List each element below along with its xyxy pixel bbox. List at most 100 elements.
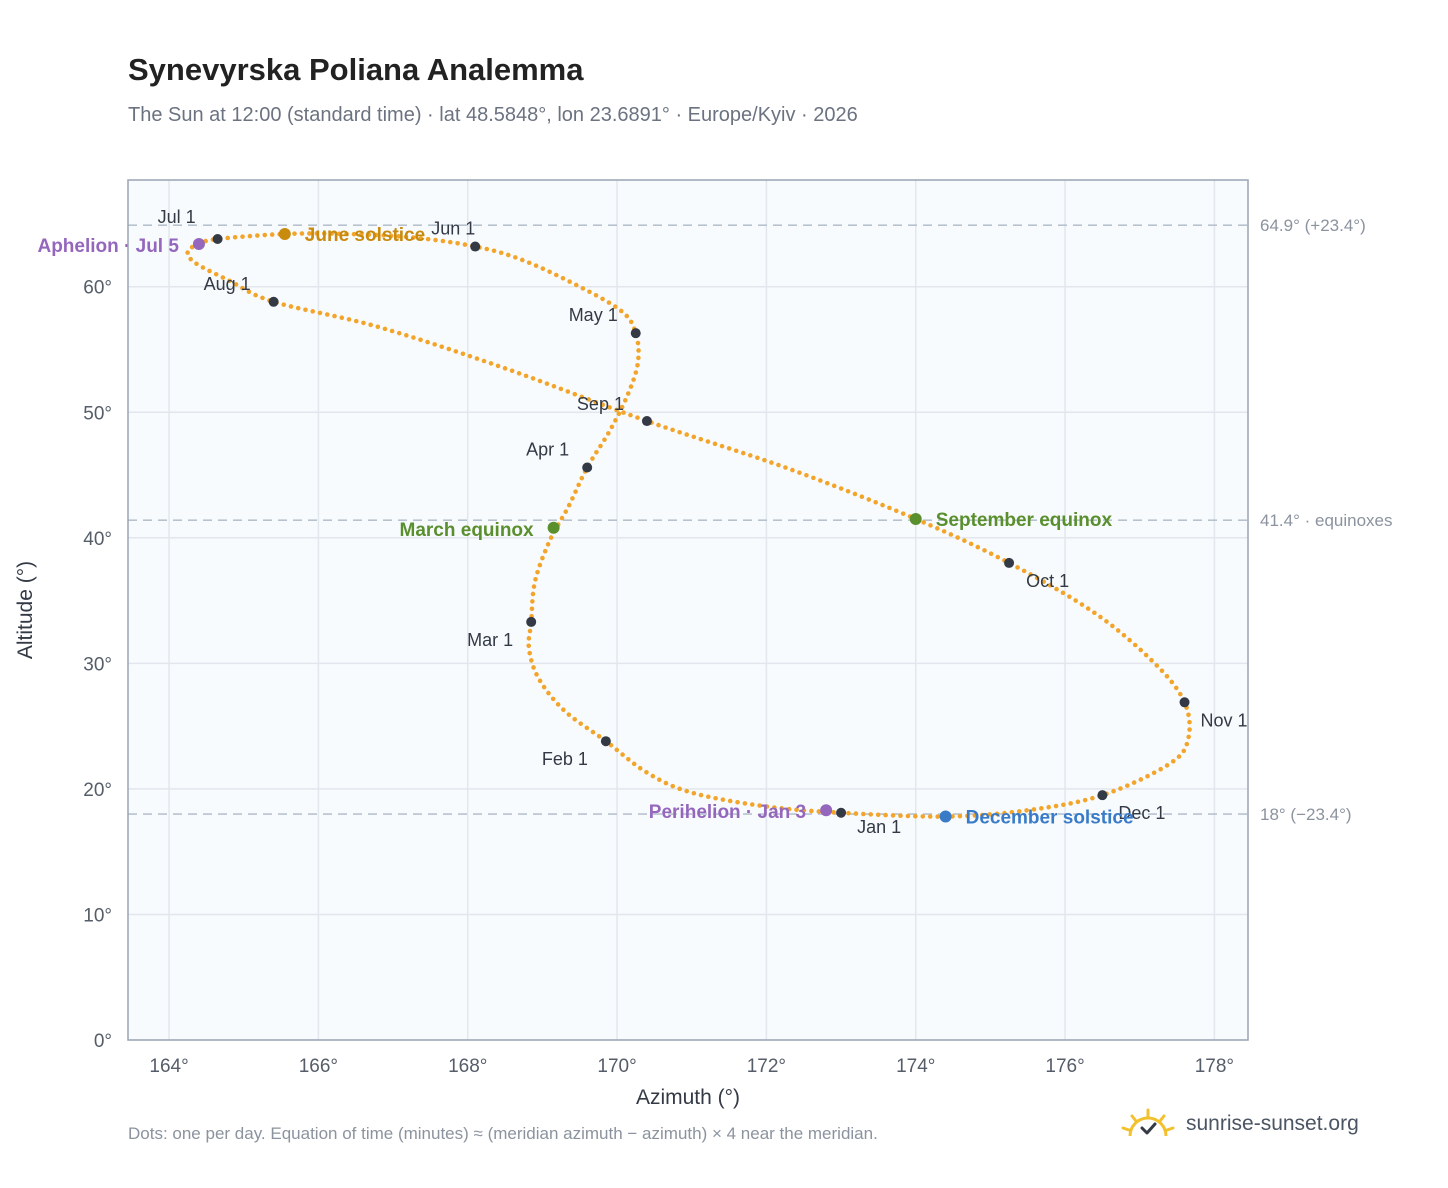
analemma-day-dot [898,813,903,819]
analemma-day-dot [670,427,675,433]
chart-subtitle: The Sun at 12:00 (standard time) · lat 4… [128,104,858,126]
analemma-day-dot [526,636,532,641]
analemma-day-dot [590,456,595,461]
analemma-day-dot [594,449,599,455]
month-marker [470,241,481,252]
analemma-day-dot [240,234,245,239]
analemma-day-dot [618,308,624,314]
event-marker [820,804,833,817]
analemma-day-dot [537,378,543,384]
analemma-day-dot [1041,579,1046,584]
analemma-day-dot [520,257,525,263]
analemma-day-dot [590,729,596,735]
analemma-day-dot [1164,763,1170,768]
analemma-day-dot [314,231,320,236]
analemma-day-dot [1009,809,1015,815]
analemma-day-dot [1082,797,1088,803]
analemma-day-dot [233,282,239,287]
analemma-day-dot [600,402,605,408]
analemma-day-dot [824,480,830,486]
analemma-day-dot [396,330,402,336]
analemma-day-dot [1184,741,1190,747]
plot-area [128,180,1248,1040]
month-marker-label: Nov 1 [1201,710,1248,730]
analemma-day-dot [955,535,960,540]
analemma-day-dot [1090,795,1095,801]
analemma-day-dot [547,269,552,275]
month-marker [600,736,611,747]
analemma-day-dot [281,302,287,307]
analemma-day-dot [859,494,865,500]
analemma-day-dot [880,502,885,508]
analemma-day-dot [853,811,859,816]
analemma-day-dot [1173,685,1179,691]
analemma-day-dot [1110,623,1115,629]
analemma-day-dot [411,335,416,340]
analemma-day-dot [1053,803,1059,809]
analemma-day-dot [612,304,618,309]
analemma-day-dot [240,285,245,291]
analemma-day-dot [531,584,537,589]
analemma-day-dot [1118,786,1123,791]
analemma-day-dot [513,255,518,260]
analemma-day-dot [498,250,504,256]
analemma-day-dot [548,535,554,540]
x-tick-label: 166° [299,1056,338,1077]
analemma-day-dot [194,261,199,267]
analemma-day-dot [509,368,515,374]
brand[interactable]: sunrise-sunset.org [1120,1104,1359,1144]
analemma-day-dot [920,814,926,819]
analemma-day-dot [559,515,565,521]
analemma-day-dot [1127,637,1132,643]
analemma-day-dot [705,439,711,444]
month-marker [630,328,641,339]
analemma-day-dot [602,437,607,443]
analemma-day-dot [453,349,459,354]
analemma-day-dot [972,813,978,818]
analemma-day-dot [535,569,540,575]
event-marker [547,521,560,534]
footnote: Dots: one per day. Equation of time (min… [128,1124,878,1143]
analemma-day-dot [1024,808,1029,813]
analemma-day-dot [404,333,409,338]
analemma-day-dot [928,523,933,528]
analemma-day-dot [868,812,874,817]
analemma-day-dot [299,231,305,236]
y-axis-label: Altitude (°) [14,561,37,659]
month-marker-label: Mar 1 [467,630,513,650]
chart-title: Synevyrska Poliana Analemma [128,52,584,87]
month-marker [836,807,847,818]
analemma-day-dot [1085,606,1091,611]
analemma-day-dot [975,544,981,550]
analemma-day-dot [1121,632,1127,638]
analemma-day-dot [593,399,598,405]
analemma-day-dot [684,432,690,437]
analemma-day-dot [1138,777,1144,782]
analemma-day-dot [866,497,872,502]
analemma-day-dot [529,606,535,612]
analemma-day-dot [523,373,529,379]
analemma-day-dot [467,353,473,359]
analemma-day-dot [698,792,704,798]
analemma-day-dot [698,436,704,442]
analemma-day-dot [530,376,536,381]
analemma-day-dot [462,242,468,247]
analemma-day-dot [572,716,578,722]
analemma-day-dot [727,798,733,804]
analemma-day-dot [968,541,974,547]
analemma-day-dot [890,813,896,818]
analemma-day-dot [636,355,641,361]
month-marker [1097,790,1108,801]
analemma-day-dot [818,478,823,483]
analemma-day-dot [455,241,460,246]
y-tick-label: 40° [83,529,112,550]
analemma-day-dot [995,554,1001,560]
analemma-day-dot [740,450,746,456]
analemma-day-dot [579,394,585,400]
analemma-day-dot [578,721,584,726]
analemma-day-dot [1131,780,1137,785]
analemma-day-dot [1067,594,1072,599]
event-marker [909,512,922,525]
analemma-day-dot [816,809,822,814]
analemma-day-dot [425,236,431,242]
